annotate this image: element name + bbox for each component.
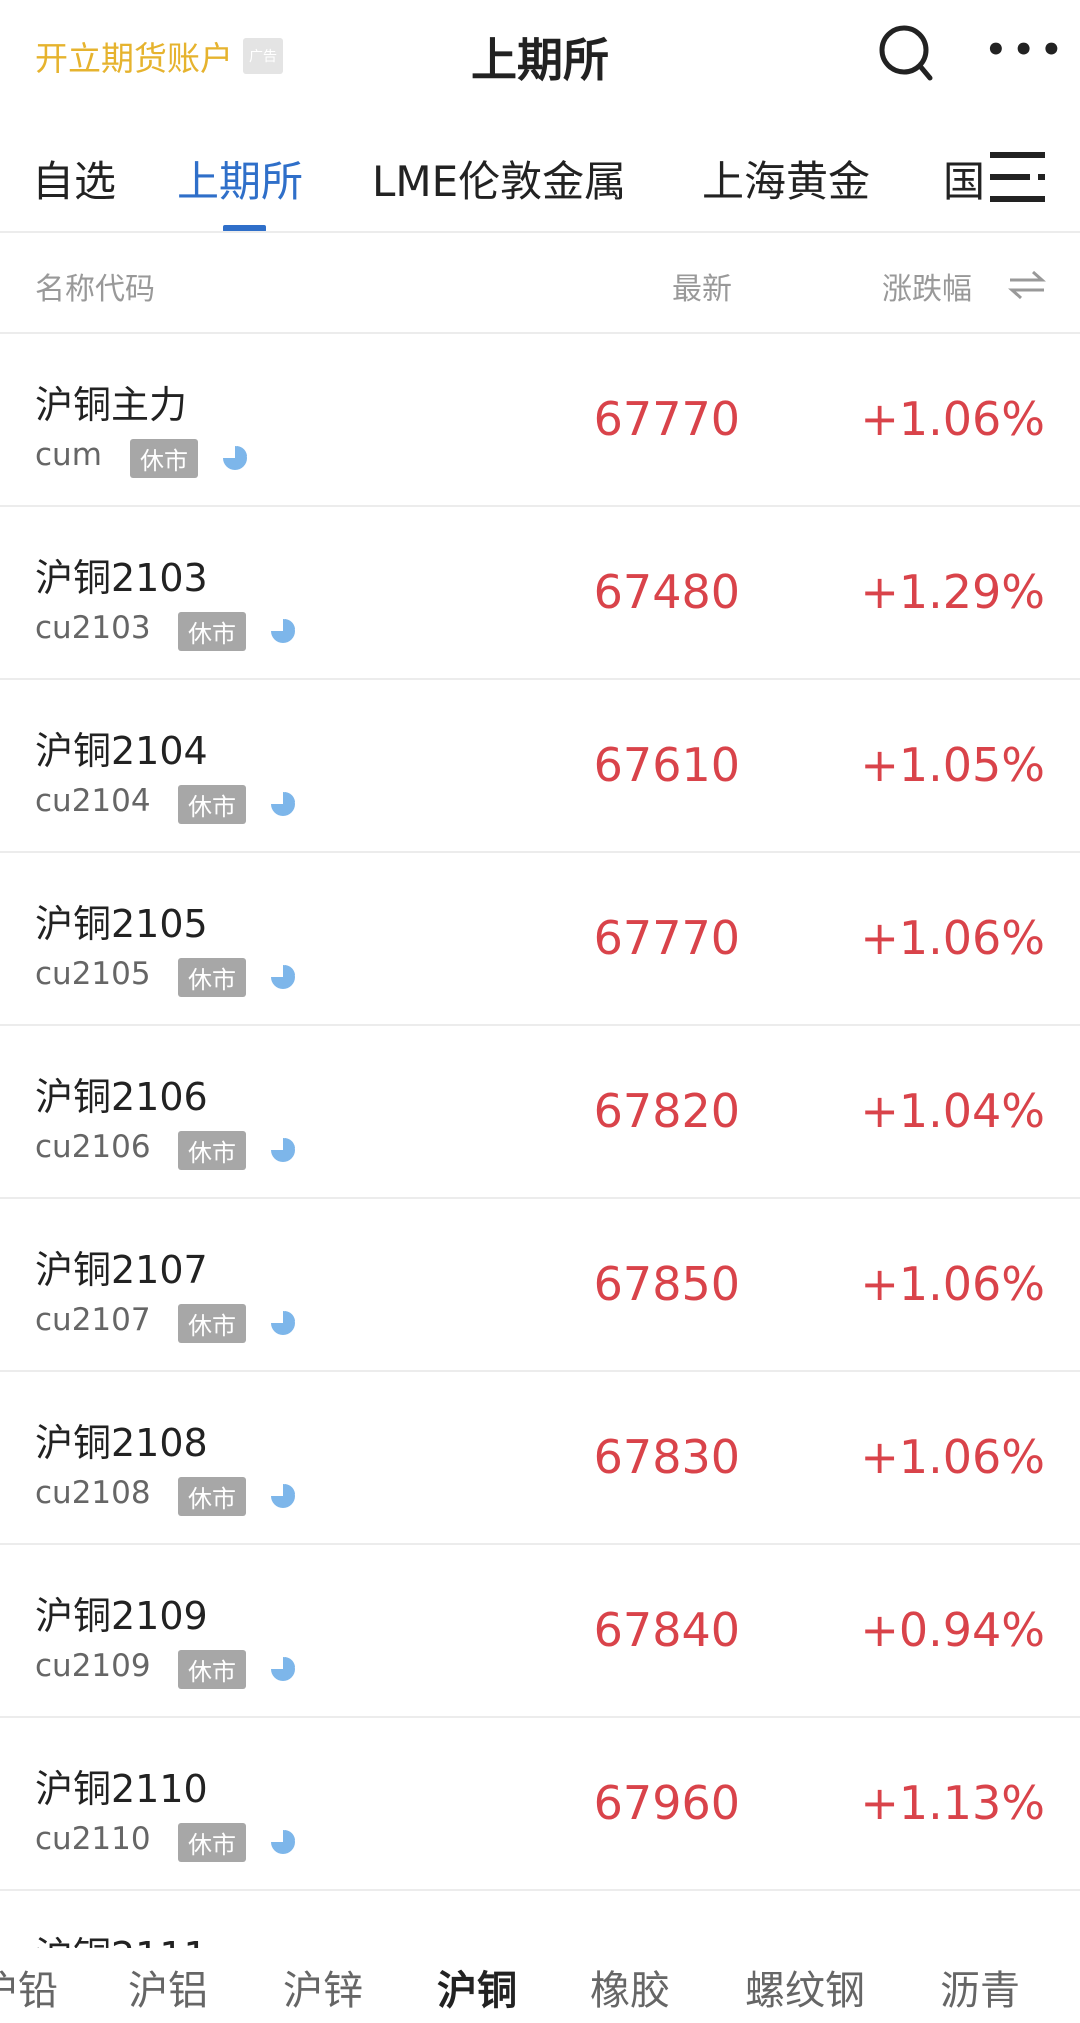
table-row[interactable]: 沪铜主力 cum 休市 67770 +1.06% [0,334,1080,507]
bottom-tab-copper[interactable]: 沪铜 [437,1968,517,2014]
contract-code-line: cu2105 休市 [35,956,295,997]
bottom-tab-rubber[interactable]: 橡胶 [590,1968,670,2014]
pie-chart-icon [271,965,295,989]
active-tab-indicator [223,225,266,231]
status-badge: 休市 [178,958,246,997]
status-badge: 休市 [178,785,246,824]
pie-chart-icon [271,619,295,643]
pie-chart-icon [271,792,295,816]
latest-price: 67830 [593,1430,740,1484]
latest-price: 67610 [593,738,740,792]
contract-name: 沪铜2108 [35,1421,208,1465]
tab-shfe[interactable]: 上期所 [177,157,304,206]
contract-code-line: cu2107 休市 [35,1302,295,1343]
swap-arrows-icon[interactable] [1008,270,1046,300]
bottom-tab-bitumen[interactable]: 沥青 [940,1968,1020,2014]
contract-name: 沪铜主力 [35,383,188,427]
ad-text[interactable]: 开立期货账户 [35,39,233,78]
change-percent: +1.06% [860,1430,1045,1484]
bottom-tab-aluminum[interactable]: 沪铝 [128,1968,208,2014]
contract-code-line: cum 休市 [35,437,247,478]
contract-code-line: cu2106 休市 [35,1129,295,1170]
latest-price: 67480 [593,565,740,619]
menu-icon[interactable] [990,152,1045,202]
market-tabs: 自选 上期所 LME伦敦金属 上海黄金 国 [0,130,1080,233]
contract-code: cu2106 [35,1129,151,1165]
status-badge: 休市 [130,439,198,478]
bottom-tab-lead[interactable]: 沪铅 [0,1968,58,2014]
status-badge: 休市 [178,612,246,651]
contract-code: cu2108 [35,1475,151,1511]
status-badge: 休市 [178,1823,246,1862]
bottom-tab-zinc[interactable]: 沪锌 [283,1968,363,2014]
contract-code-line: cu2108 休市 [35,1475,295,1516]
latest-price: 67960 [593,1776,740,1830]
list-header: 名称代码 最新 涨跌幅 [0,234,1080,334]
latest-price: 67820 [593,1084,740,1138]
change-percent: +1.13% [860,1776,1045,1830]
open-account-ad[interactable]: 开立期货账户 广告 [35,32,283,80]
table-row[interactable]: 沪铜2107 cu2107 休市 67850 +1.06% [0,1199,1080,1372]
contract-name: 沪铜2105 [35,902,208,946]
contract-name: 沪铜2107 [35,1248,208,1292]
pie-chart-icon [271,1484,295,1508]
change-percent: +1.05% [860,738,1045,792]
header-name: 名称代码 [35,272,155,307]
table-row[interactable]: 沪铜2110 cu2110 休市 67960 +1.13% [0,1718,1080,1891]
contract-code: cu2105 [35,956,151,992]
change-percent: +1.29% [860,565,1045,619]
contract-code: cu2110 [35,1821,151,1857]
table-row[interactable]: 沪铜2109 cu2109 休市 67840 +0.94% [0,1545,1080,1718]
table-row[interactable]: 沪铜2103 cu2103 休市 67480 +1.29% [0,507,1080,680]
change-percent: +0.94% [860,1603,1045,1657]
pie-chart-icon [271,1657,295,1681]
contract-name: 沪铜2106 [35,1075,208,1119]
pie-chart-icon [271,1311,295,1335]
bottom-tab-rebar[interactable]: 螺纹钢 [745,1968,865,2014]
status-badge: 休市 [178,1131,246,1170]
latest-price: 67850 [593,1257,740,1311]
contract-code-line: cu2110 休市 [35,1821,295,1862]
change-percent: +1.04% [860,1084,1045,1138]
contract-name: 沪铜2104 [35,729,208,773]
contract-code-line: cu2104 休市 [35,783,295,824]
contract-code: cu2109 [35,1648,151,1684]
contract-code: cu2104 [35,783,151,819]
change-percent: +1.06% [860,1257,1045,1311]
bottom-contract-tabs: 沪铅 沪铝 沪锌 沪铜 橡胶 螺纹钢 沥青 [0,1948,1080,2023]
header-latest[interactable]: 最新 [672,272,732,307]
top-bar: 开立期货账户 广告 上期所 ••• [0,0,1080,110]
contract-code-line: cu2103 休市 [35,610,295,651]
status-badge: 休市 [178,1304,246,1343]
contract-code: cu2103 [35,610,151,646]
pie-chart-icon [271,1830,295,1854]
ad-tag: 广告 [243,38,283,74]
tab-international[interactable]: 国 [943,157,986,206]
tab-shanghai-gold[interactable]: 上海黄金 [702,157,871,206]
table-row[interactable]: 沪铜2108 cu2108 休市 67830 +1.06% [0,1372,1080,1545]
header-change[interactable]: 涨跌幅 [882,272,972,307]
search-icon[interactable] [876,22,938,84]
latest-price: 67840 [593,1603,740,1657]
status-badge: 休市 [178,1650,246,1689]
contract-code-line: cu2109 休市 [35,1648,295,1689]
contract-code: cum [35,437,102,473]
contract-name: 沪铜2109 [35,1594,208,1638]
table-row[interactable]: 沪铜2106 cu2106 休市 67820 +1.04% [0,1026,1080,1199]
table-row[interactable]: 沪铜2104 cu2104 休市 67610 +1.05% [0,680,1080,853]
pie-chart-icon [223,446,247,470]
contract-name: 沪铜2103 [35,556,208,600]
more-horizontal-icon[interactable]: ••• [985,30,1069,70]
tab-lme[interactable]: LME伦敦金属 [372,157,627,206]
tab-watchlist[interactable]: 自选 [32,157,117,206]
contract-code: cu2107 [35,1302,151,1338]
pie-chart-icon [271,1138,295,1162]
latest-price: 67770 [593,392,740,446]
table-row[interactable]: 沪铜2105 cu2105 休市 67770 +1.06% [0,853,1080,1026]
latest-price: 67770 [593,911,740,965]
change-percent: +1.06% [860,911,1045,965]
contract-name: 沪铜2110 [35,1767,208,1811]
status-badge: 休市 [178,1477,246,1516]
change-percent: +1.06% [860,392,1045,446]
